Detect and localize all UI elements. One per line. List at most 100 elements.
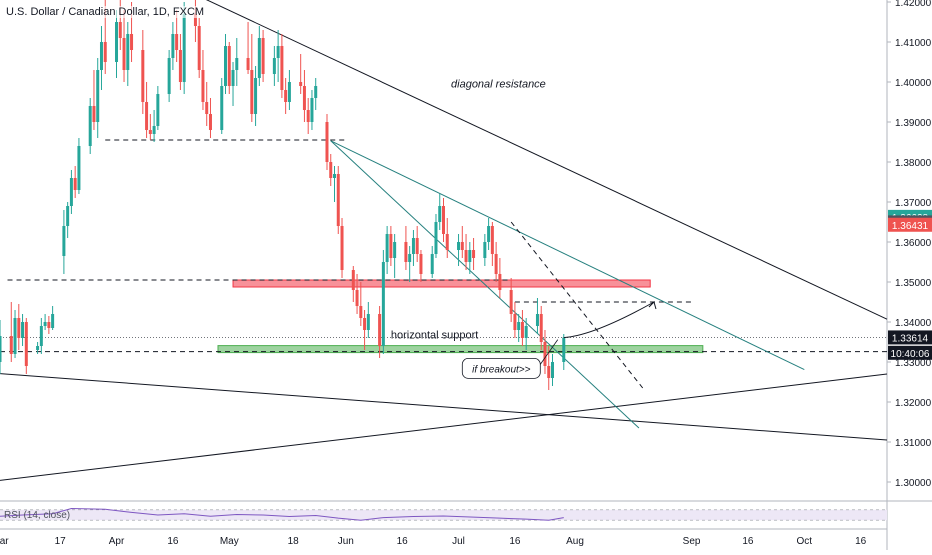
candle-body	[472, 250, 476, 258]
candle	[408, 246, 412, 282]
candle-body	[359, 306, 363, 318]
candle	[24, 318, 28, 374]
candle-body	[393, 242, 397, 258]
time-tick-label: 16	[742, 536, 754, 547]
candle	[9, 302, 13, 362]
candle-body	[47, 322, 51, 328]
candle-body	[329, 162, 333, 178]
candle-body	[24, 322, 28, 366]
candle	[220, 78, 224, 134]
candle-body	[457, 242, 461, 250]
candle	[483, 234, 487, 266]
candle-body	[171, 34, 175, 58]
candle-body	[306, 110, 310, 122]
candle-body	[148, 130, 152, 134]
price-tick-label: 1.30000	[895, 478, 932, 489]
candle	[261, 30, 265, 82]
time-tick-label: Aug	[566, 536, 584, 547]
candle-body	[378, 314, 382, 346]
candle	[47, 316, 51, 334]
candle	[171, 22, 175, 70]
candle-body	[513, 314, 517, 330]
candle-body	[17, 318, 21, 338]
candle-body	[389, 234, 393, 258]
candle-body	[141, 50, 145, 102]
time-tick-label: 17	[55, 536, 67, 547]
candle	[208, 98, 212, 138]
candle-body	[175, 34, 179, 50]
candle	[62, 210, 66, 274]
candle	[201, 50, 205, 110]
candle-body	[73, 178, 77, 190]
candle-body	[468, 250, 472, 262]
candle-body	[336, 174, 340, 226]
candle	[246, 22, 250, 74]
candle-body	[62, 226, 66, 256]
candle	[17, 304, 21, 350]
candle	[520, 310, 524, 346]
candle	[509, 278, 513, 322]
candle-body	[69, 178, 73, 206]
candle-body	[464, 250, 468, 262]
candle-body	[535, 314, 539, 326]
price-tick-label: 1.36000	[895, 238, 932, 249]
candle	[359, 282, 363, 326]
time-tick-label: 16	[167, 536, 179, 547]
candle-body	[366, 314, 370, 330]
candle-body	[156, 94, 160, 126]
candle	[235, 38, 239, 86]
candle	[96, 58, 100, 138]
candle	[442, 198, 445, 242]
candle	[336, 166, 340, 234]
candle	[66, 202, 70, 238]
time-tick-label: Oct	[797, 536, 813, 547]
time-tick-label: May	[220, 536, 239, 547]
candle-body	[520, 322, 524, 338]
candle-body	[509, 290, 513, 314]
candle-body	[39, 326, 43, 346]
candle-body	[460, 242, 464, 250]
candle-body	[51, 314, 55, 328]
price-badge: 1.33614	[888, 330, 932, 345]
price-tick-label: 1.34000	[895, 318, 932, 329]
candle-body	[88, 106, 92, 146]
time-tick-label: Sep	[683, 536, 701, 547]
candle	[175, 10, 179, 62]
time-tick-label: 16	[397, 536, 409, 547]
time-tick-label: Mar	[0, 536, 9, 547]
candle	[299, 54, 303, 94]
candle	[13, 310, 17, 358]
chart-title: U.S. Dollar / Canadian Dollar, 1D, FXCM	[6, 6, 205, 18]
candle	[539, 306, 543, 350]
candle	[325, 114, 329, 170]
candle-body	[550, 362, 554, 378]
candle	[378, 306, 382, 358]
candle-body	[152, 126, 156, 134]
candle	[73, 166, 77, 198]
candle	[389, 226, 393, 266]
candle-body	[66, 206, 70, 226]
candle	[363, 310, 367, 350]
price-tick-label: 1.35000	[895, 278, 932, 289]
candle	[415, 226, 419, 262]
time-tick-label: 18	[288, 536, 300, 547]
candle	[351, 266, 355, 302]
rsi-band	[0, 509, 887, 521]
price-tick-label: 1.38000	[895, 158, 932, 169]
candle	[272, 46, 276, 86]
price-badge-label: 10:40:06	[891, 349, 930, 360]
candle	[513, 302, 517, 338]
candle-body	[77, 146, 81, 190]
candle-body	[126, 34, 130, 70]
candle-body	[36, 346, 40, 350]
candle	[115, 10, 119, 78]
candle	[366, 302, 370, 338]
candle	[231, 62, 235, 106]
price-tick-label: 1.37000	[895, 198, 932, 209]
candle	[393, 234, 397, 278]
candle	[543, 330, 547, 374]
candle-body	[333, 174, 337, 178]
resistance-zone	[232, 279, 651, 288]
candle	[126, 22, 130, 86]
price-tick-label: 1.33000	[895, 358, 932, 369]
